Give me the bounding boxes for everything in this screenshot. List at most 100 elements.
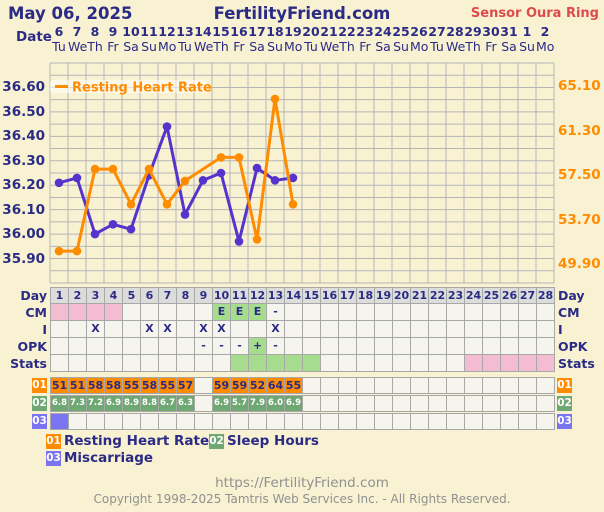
table-cell-cm-day11[interactable]: E bbox=[231, 304, 249, 321]
table-cell-i-day16[interactable] bbox=[321, 321, 339, 338]
table-cell-i-day25[interactable] bbox=[483, 321, 501, 338]
table-cell-opk-day17[interactable] bbox=[339, 338, 357, 355]
table-cell-r02-day15[interactable] bbox=[303, 396, 321, 412]
table-cell-r02-day12[interactable]: 7.9 bbox=[249, 396, 267, 412]
resting-heart-rate-point[interactable] bbox=[252, 235, 262, 244]
table-cell-day-day4[interactable]: 4 bbox=[105, 288, 123, 304]
table-cell-i-day14[interactable] bbox=[285, 321, 303, 338]
table-cell-opk-day13[interactable]: - bbox=[267, 338, 285, 355]
table-cell-stats-day20[interactable] bbox=[393, 355, 411, 372]
table-cell-opk-day9[interactable]: - bbox=[195, 338, 213, 355]
table-cell-stats-day22[interactable] bbox=[429, 355, 447, 372]
table-cell-stats-day11[interactable] bbox=[231, 355, 249, 372]
table-cell-cm-day19[interactable] bbox=[375, 304, 393, 321]
table-cell-r01-day8[interactable]: 57 bbox=[177, 378, 195, 394]
table-cell-stats-day27[interactable] bbox=[519, 355, 537, 372]
table-cell-r03-day27[interactable] bbox=[519, 414, 537, 430]
legend-item-resting-heart-rate[interactable]: 01 Resting Heart Rate bbox=[46, 433, 209, 449]
table-cell-r01-day1[interactable]: 51 bbox=[51, 378, 69, 394]
table-cell-r02-day11[interactable]: 5.7 bbox=[231, 396, 249, 412]
table-cell-r01-day2[interactable]: 51 bbox=[69, 378, 87, 394]
table-cell-r01-day14[interactable]: 55 bbox=[285, 378, 303, 394]
table-cell-day-day16[interactable]: 16 bbox=[321, 288, 339, 304]
table-cell-r03-day7[interactable] bbox=[159, 414, 177, 430]
table-cell-stats-day16[interactable] bbox=[321, 355, 339, 372]
table-cell-opk-day19[interactable] bbox=[375, 338, 393, 355]
table-cell-stats-day14[interactable] bbox=[285, 355, 303, 372]
temperature-point[interactable] bbox=[90, 229, 100, 239]
table-cell-r03-day25[interactable] bbox=[483, 414, 501, 430]
table-cell-day-day28[interactable]: 28 bbox=[537, 288, 555, 304]
table-cell-r01-day6[interactable]: 58 bbox=[141, 378, 159, 394]
table-cell-cm-day17[interactable] bbox=[339, 304, 357, 321]
table-cell-stats-day3[interactable] bbox=[87, 355, 105, 372]
table-cell-r02-day28[interactable] bbox=[537, 396, 555, 412]
table-cell-day-day11[interactable]: 11 bbox=[231, 288, 249, 304]
table-cell-opk-day7[interactable] bbox=[159, 338, 177, 355]
table-cell-stats-day26[interactable] bbox=[501, 355, 519, 372]
table-cell-i-day18[interactable] bbox=[357, 321, 375, 338]
table-cell-day-day1[interactable]: 1 bbox=[51, 288, 69, 304]
temperature-point[interactable] bbox=[72, 173, 82, 183]
table-cell-day-day20[interactable]: 20 bbox=[393, 288, 411, 304]
table-cell-cm-day23[interactable] bbox=[447, 304, 465, 321]
table-cell-stats-day15[interactable] bbox=[303, 355, 321, 372]
table-cell-r03-day1[interactable] bbox=[51, 414, 69, 430]
table-cell-stats-day10[interactable] bbox=[213, 355, 231, 372]
table-cell-i-day12[interactable] bbox=[249, 321, 267, 338]
table-cell-day-day13[interactable]: 13 bbox=[267, 288, 285, 304]
table-cell-i-day7[interactable]: X bbox=[159, 321, 177, 338]
table-cell-r01-day9[interactable] bbox=[195, 378, 213, 394]
table-cell-i-day4[interactable] bbox=[105, 321, 123, 338]
table-cell-opk-day18[interactable] bbox=[357, 338, 375, 355]
table-cell-stats-day23[interactable] bbox=[447, 355, 465, 372]
table-cell-r03-day24[interactable] bbox=[465, 414, 483, 430]
table-cell-r02-day5[interactable]: 8.9 bbox=[123, 396, 141, 412]
table-cell-stats-day19[interactable] bbox=[375, 355, 393, 372]
table-cell-r03-day21[interactable] bbox=[411, 414, 429, 430]
table-cell-r01-day21[interactable] bbox=[411, 378, 429, 394]
table-cell-r01-day17[interactable] bbox=[339, 378, 357, 394]
table-cell-i-day9[interactable]: X bbox=[195, 321, 213, 338]
table-cell-r02-day4[interactable]: 6.9 bbox=[105, 396, 123, 412]
table-cell-opk-day1[interactable] bbox=[51, 338, 69, 355]
resting-heart-rate-point[interactable] bbox=[90, 164, 100, 174]
table-cell-r02-day22[interactable] bbox=[429, 396, 447, 412]
table-cell-cm-day8[interactable] bbox=[177, 304, 195, 321]
table-cell-day-day7[interactable]: 7 bbox=[159, 288, 177, 304]
table-cell-r01-day16[interactable] bbox=[321, 378, 339, 394]
table-cell-i-day24[interactable] bbox=[465, 321, 483, 338]
table-cell-r03-day12[interactable] bbox=[249, 414, 267, 430]
table-cell-cm-day5[interactable] bbox=[123, 304, 141, 321]
table-cell-i-day2[interactable] bbox=[69, 321, 87, 338]
resting-heart-rate-point[interactable] bbox=[144, 164, 154, 174]
table-cell-r03-day11[interactable] bbox=[231, 414, 249, 430]
table-cell-cm-day26[interactable] bbox=[501, 304, 519, 321]
table-cell-day-day9[interactable]: 9 bbox=[195, 288, 213, 304]
table-cell-opk-day27[interactable] bbox=[519, 338, 537, 355]
table-cell-r03-day20[interactable] bbox=[393, 414, 411, 430]
table-cell-cm-day20[interactable] bbox=[393, 304, 411, 321]
table-cell-cm-day18[interactable] bbox=[357, 304, 375, 321]
table-cell-i-day15[interactable] bbox=[303, 321, 321, 338]
table-cell-r02-day6[interactable]: 8.8 bbox=[141, 396, 159, 412]
table-cell-i-day11[interactable] bbox=[231, 321, 249, 338]
table-cell-r01-day15[interactable] bbox=[303, 378, 321, 394]
table-cell-i-day28[interactable] bbox=[537, 321, 555, 338]
table-cell-r02-day1[interactable]: 6.8 bbox=[51, 396, 69, 412]
table-cell-r02-day25[interactable] bbox=[483, 396, 501, 412]
table-cell-opk-day5[interactable] bbox=[123, 338, 141, 355]
table-cell-stats-day4[interactable] bbox=[105, 355, 123, 372]
table-cell-r01-day7[interactable]: 55 bbox=[159, 378, 177, 394]
table-cell-i-day13[interactable]: X bbox=[267, 321, 285, 338]
table-cell-cm-day4[interactable] bbox=[105, 304, 123, 321]
table-cell-r01-day18[interactable] bbox=[357, 378, 375, 394]
temperature-point[interactable] bbox=[54, 178, 64, 188]
table-cell-r01-day24[interactable] bbox=[465, 378, 483, 394]
table-cell-r03-day13[interactable] bbox=[267, 414, 285, 430]
table-cell-day-day10[interactable]: 10 bbox=[213, 288, 231, 304]
table-cell-opk-day23[interactable] bbox=[447, 338, 465, 355]
table-cell-r02-day2[interactable]: 7.3 bbox=[69, 396, 87, 412]
table-cell-i-day8[interactable] bbox=[177, 321, 195, 338]
table-cell-cm-day21[interactable] bbox=[411, 304, 429, 321]
